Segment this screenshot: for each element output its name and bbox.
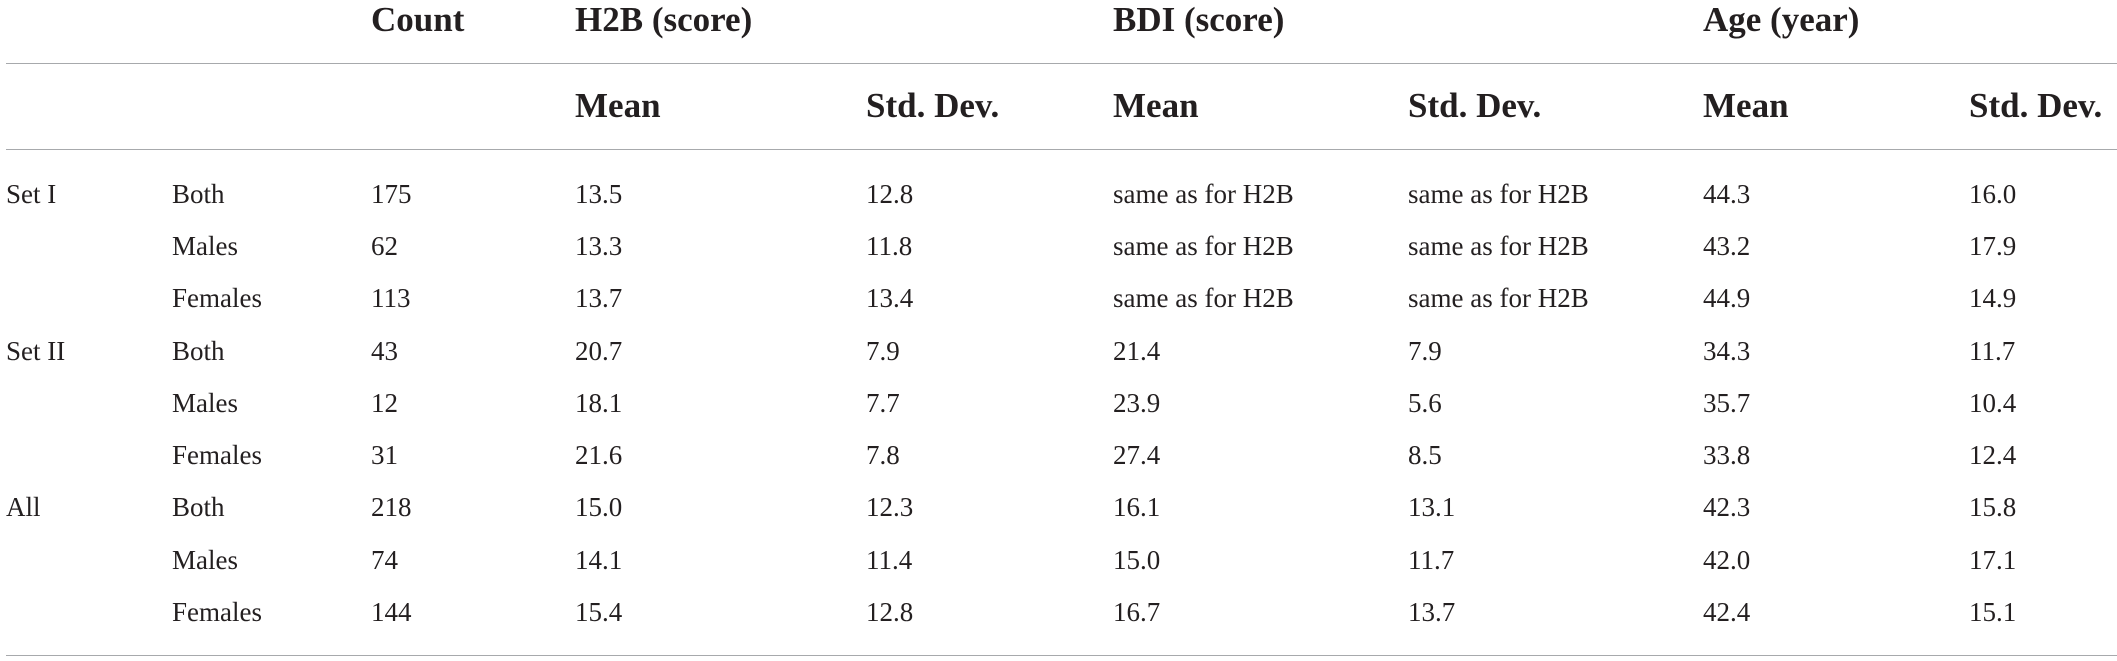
header-top-rule [6,63,2117,64]
cell-sex: Both [172,179,225,209]
cell-h2b-std-dev: 11.4 [866,545,913,575]
cell-h2b-mean: 20.7 [575,336,623,366]
cell-bdi-mean: 23.9 [1113,388,1161,418]
cell-age-mean: 33.8 [1703,440,1751,470]
cell-bdi-std-dev: same as for H2B [1408,231,1589,261]
cell-h2b-std-dev: 12.8 [866,179,914,209]
cell-sex: Males [172,231,238,261]
cell-age-std-dev: 17.1 [1969,545,2017,575]
table-row: Females 31 21.6 7.8 27.4 8.5 33.8 12.4 [6,429,2117,481]
cell-bdi-std-dev: 7.9 [1408,336,1442,366]
cell-count: 62 [371,231,398,261]
cell-h2b-std-dev: 11.8 [866,231,913,261]
cell-h2b-std-dev: 7.8 [866,440,900,470]
subheader-age-mean: Mean [1703,86,1789,125]
subheader-bdi-mean: Mean [1113,86,1199,125]
cell-set: Set I [6,179,57,209]
cell-age-std-dev: 15.1 [1969,597,2017,627]
cell-sex: Both [172,492,225,522]
cell-set: Set II [6,336,66,366]
table-row: Females 113 13.7 13.4 same as for H2B sa… [6,272,2117,324]
subheader-h2b-mean: Mean [575,86,661,125]
cell-bdi-mean: 21.4 [1113,336,1161,366]
cell-bdi-std-dev: 11.7 [1408,545,1455,575]
cell-h2b-std-dev: 12.3 [866,492,914,522]
cell-sex: Females [172,283,262,313]
cell-count: 31 [371,440,398,470]
cell-sex: Males [172,388,238,418]
cell-h2b-std-dev: 7.9 [866,336,900,366]
cell-age-mean: 34.3 [1703,336,1751,366]
cell-h2b-mean: 21.6 [575,440,623,470]
table-row: Males 12 18.1 7.7 23.9 5.6 35.7 10.4 [6,377,2117,429]
cell-bdi-std-dev: 13.1 [1408,492,1456,522]
header-bottom-rule [6,149,2117,150]
cell-h2b-mean: 15.4 [575,597,623,627]
header-count: Count [371,0,465,39]
cell-age-mean: 44.3 [1703,179,1751,209]
cell-count: 43 [371,336,398,366]
cell-age-std-dev: 17.9 [1969,231,2017,261]
cell-age-std-dev: 16.0 [1969,179,2017,209]
cell-sex: Males [172,545,238,575]
cell-h2b-mean: 13.5 [575,179,623,209]
cell-bdi-std-dev: same as for H2B [1408,179,1589,209]
cell-bdi-mean: 16.1 [1113,492,1161,522]
header-h2b-score: H2B (score) [575,0,753,39]
header-bdi-score: BDI (score) [1113,0,1285,39]
table-bottom-rule [6,655,2117,656]
cell-sex: Females [172,440,262,470]
table-row: All Both 218 15.0 12.3 16.1 13.1 42.3 15… [6,481,2117,533]
cell-count: 144 [371,597,412,627]
cell-sex: Both [172,336,225,366]
table-row: Females 144 15.4 12.8 16.7 13.7 42.4 15.… [6,586,2117,638]
cell-age-std-dev: 12.4 [1969,440,2017,470]
cell-age-mean: 43.2 [1703,231,1751,261]
subheader-h2b-std-dev: Std. Dev. [866,86,1000,125]
cell-bdi-std-dev: 8.5 [1408,440,1442,470]
cell-bdi-mean: same as for H2B [1113,231,1294,261]
cell-h2b-mean: 13.3 [575,231,623,261]
cell-age-std-dev: 14.9 [1969,283,2017,313]
cell-h2b-std-dev: 13.4 [866,283,914,313]
cell-bdi-std-dev: 5.6 [1408,388,1442,418]
cell-bdi-mean: 16.7 [1113,597,1161,627]
cell-bdi-std-dev: same as for H2B [1408,283,1589,313]
cell-age-mean: 42.3 [1703,492,1751,522]
table-row: Set I Both 175 13.5 12.8 same as for H2B… [6,168,2117,220]
cell-bdi-mean: same as for H2B [1113,179,1294,209]
cell-bdi-mean: 27.4 [1113,440,1161,470]
table-row: Males 74 14.1 11.4 15.0 11.7 42.0 17.1 [6,534,2117,586]
cell-bdi-std-dev: 13.7 [1408,597,1456,627]
cell-age-mean: 44.9 [1703,283,1751,313]
cell-count: 113 [371,283,411,313]
cell-set: All [6,492,41,522]
cell-age-mean: 42.4 [1703,597,1751,627]
cell-age-std-dev: 10.4 [1969,388,2017,418]
cell-age-std-dev: 15.8 [1969,492,2017,522]
cell-bdi-mean: same as for H2B [1113,283,1294,313]
header-age-year: Age (year) [1703,0,1860,39]
cell-count: 175 [371,179,412,209]
table-row: Males 62 13.3 11.8 same as for H2B same … [6,220,2117,272]
cell-count: 74 [371,545,398,575]
cell-h2b-std-dev: 7.7 [866,388,900,418]
cell-age-mean: 35.7 [1703,388,1751,418]
cell-h2b-mean: 13.7 [575,283,623,313]
cell-age-std-dev: 11.7 [1969,336,2016,366]
statistics-table: Count H2B (score) BDI (score) Age (year)… [6,0,2117,661]
cell-h2b-mean: 14.1 [575,545,623,575]
table-row: Set II Both 43 20.7 7.9 21.4 7.9 34.3 11… [6,325,2117,377]
cell-h2b-std-dev: 12.8 [866,597,914,627]
cell-count: 12 [371,388,398,418]
cell-h2b-mean: 18.1 [575,388,623,418]
cell-sex: Females [172,597,262,627]
subheader-age-std-dev: Std. Dev. [1969,86,2103,125]
cell-count: 218 [371,492,412,522]
subheader-bdi-std-dev: Std. Dev. [1408,86,1542,125]
cell-bdi-mean: 15.0 [1113,545,1161,575]
cell-h2b-mean: 15.0 [575,492,623,522]
cell-age-mean: 42.0 [1703,545,1751,575]
